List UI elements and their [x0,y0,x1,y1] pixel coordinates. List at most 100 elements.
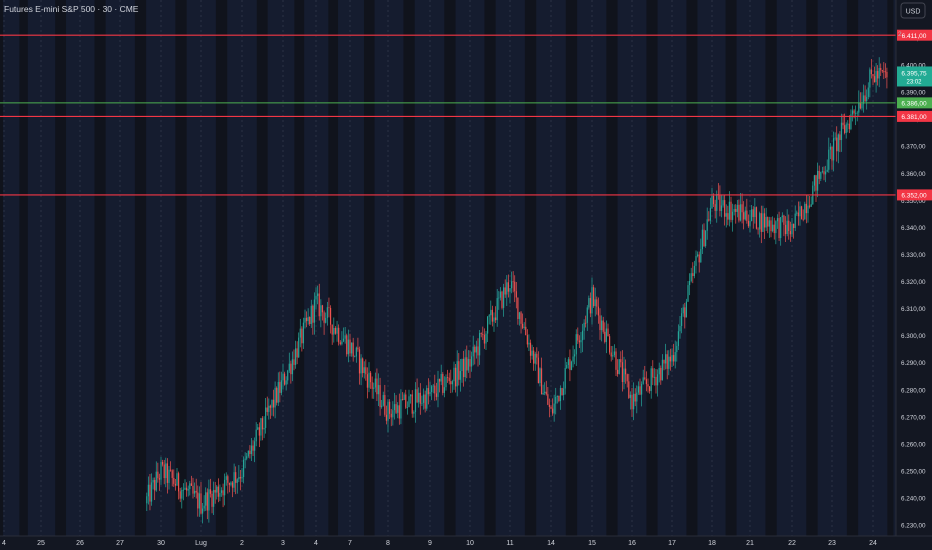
candle-body [258,427,260,436]
candle-body [254,441,256,451]
candle-body [537,357,539,384]
candle-body [333,327,335,335]
price-axis: 6.410,006.400,006.390,006.380,006.370,00… [901,35,926,529]
candle-body [146,496,148,504]
candle-body [219,492,221,497]
candle-body [684,307,686,318]
candle-body [456,361,458,387]
candle-body [585,322,587,324]
candle-body [563,388,565,396]
candle-body [597,306,599,316]
candle-body [746,210,748,221]
candle-body [362,358,364,374]
candle-body [788,220,790,232]
time-tick-label: 4 [2,540,6,547]
candle-body [347,339,349,355]
candle-body [503,287,505,308]
candle-body [763,213,766,228]
candle-body [403,394,405,400]
candle-body [483,334,485,344]
candle-body [209,489,212,494]
candle-body [268,405,270,412]
candle-body [875,71,877,83]
candle-body [673,355,675,362]
candle-body [658,367,660,375]
candle-body [385,414,388,421]
candle-body [427,388,429,395]
candle-body [655,376,657,386]
candle-body [309,316,311,324]
candle-body [424,394,426,409]
time-axis-panel[interactable] [0,536,932,550]
candle-body [282,373,284,381]
candle-body [839,134,841,141]
time-tick-label: 14 [547,540,555,547]
candle-body [338,327,340,343]
time-tick-label: 24 [869,540,877,547]
candle-body [222,490,224,496]
candle-body [437,378,439,397]
candle-body [376,378,378,395]
candle-body [230,482,232,485]
horizontal-level-badge [897,189,932,201]
candle-body [878,67,880,79]
price-tick-label: 6.350,00 [901,198,926,205]
candle-body [354,356,356,358]
candle-body [880,67,882,71]
candle-body [671,355,673,362]
candle-body [279,382,281,393]
candle-body [323,312,325,323]
candle-body [304,317,306,323]
candle-body [506,282,508,295]
candle-body [767,217,769,227]
last-price-label: 6.395,75 [901,70,927,77]
currency-button[interactable]: USD [900,2,926,19]
candle-body [626,374,628,382]
candle-body [458,361,460,380]
candle-body [607,328,609,337]
candle-body [501,291,503,308]
session-band-light [893,0,896,536]
candle-body [274,387,276,408]
candle-body [553,403,555,414]
candle-body [540,368,543,395]
candle-body [714,204,716,211]
candle-body [488,315,490,317]
candle-body [625,368,627,375]
currency-button-frame[interactable] [900,2,926,19]
last-price-countdown: 23:02 [906,79,922,85]
currency-button-label[interactable]: USD [906,9,921,16]
candle-body [531,350,533,356]
candle-body [203,505,205,509]
candle-body [528,342,530,345]
candle-body [190,483,192,486]
candle-body [432,385,434,387]
candle-body [789,231,791,235]
candle-body [657,374,659,386]
candle-body [294,348,297,365]
candle-body [725,213,727,217]
candle-body [692,273,694,276]
session-band-light [374,0,404,536]
candle-body [809,205,811,207]
candle-body [349,339,351,354]
candle-body [525,326,527,336]
candle-body [786,220,788,235]
candle-body [461,358,463,372]
candle-body [439,378,441,382]
candle-body [612,355,614,357]
candle-body [720,205,723,211]
candle-body [373,387,375,389]
candle-body [637,386,639,393]
price-tick-label: 6.400,00 [901,62,926,69]
candle-body [850,114,852,130]
price-axis-panel[interactable] [896,0,932,536]
candle-body [387,401,389,421]
candle-body [499,291,501,298]
candle-body [443,387,445,393]
candle-body [801,206,803,219]
candle-body [170,469,172,471]
candle-body [760,213,762,232]
candle-body [328,307,330,309]
